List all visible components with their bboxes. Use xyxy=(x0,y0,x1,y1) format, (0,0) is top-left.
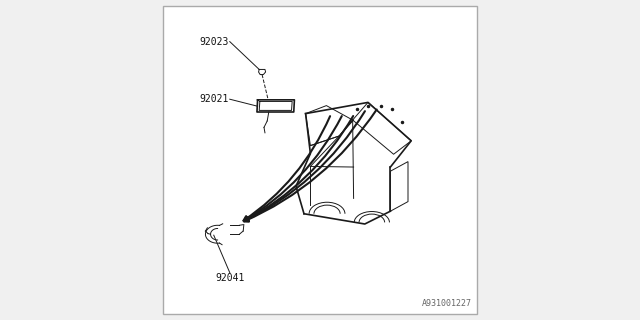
Polygon shape xyxy=(390,162,408,211)
Text: 92023: 92023 xyxy=(200,36,229,47)
Text: 92021: 92021 xyxy=(200,94,229,104)
FancyBboxPatch shape xyxy=(163,6,477,314)
Text: A931001227: A931001227 xyxy=(422,299,472,308)
Text: 92041: 92041 xyxy=(215,273,244,284)
